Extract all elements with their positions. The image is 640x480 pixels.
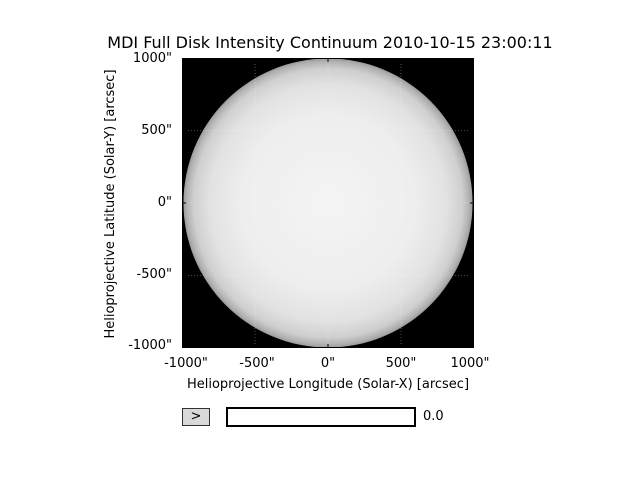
y-tick-label: 500" — [141, 123, 172, 138]
y-tick-label: 0" — [157, 195, 172, 210]
y-tick-label: -500" — [136, 267, 172, 282]
figure-title: MDI Full Disk Intensity Continuum 2010-1… — [107, 33, 553, 52]
y-axis-label: Helioprojective Latitude (Solar-Y) [arcs… — [103, 69, 118, 339]
x-axis-label: Helioprojective Longitude (Solar-X) [arc… — [186, 377, 470, 392]
solar-image-plot — [182, 58, 474, 348]
x-tick-label: -500" — [239, 356, 275, 371]
slider-value-label: 0.0 — [423, 409, 444, 424]
x-tick-label: 1000" — [450, 356, 490, 371]
x-tick-label: 0" — [320, 356, 336, 371]
y-tick-label: -1000" — [128, 338, 172, 353]
x-tick-label: 500" — [385, 356, 417, 371]
frame-slider[interactable] — [226, 407, 416, 427]
solar-image-axes — [182, 58, 474, 348]
play-button[interactable]: > — [182, 408, 210, 426]
y-tick-label: 1000" — [132, 51, 172, 66]
x-tick-label: -1000" — [164, 356, 208, 371]
axes-frame — [182, 58, 474, 348]
